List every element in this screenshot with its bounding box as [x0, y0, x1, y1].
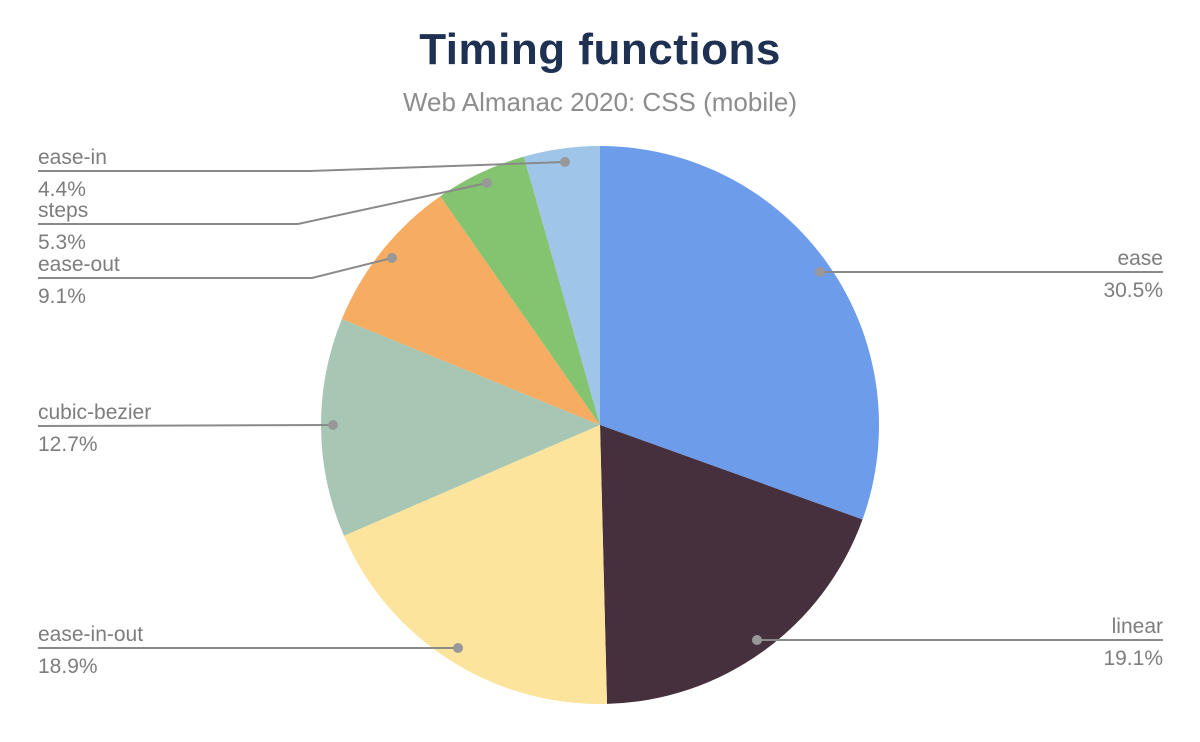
callout-dot-ease-out — [387, 253, 397, 263]
callout-line-steps — [38, 182, 488, 225]
callout-dot-linear — [752, 635, 762, 645]
pie-slice-cubic-bezier[interactable] — [321, 319, 600, 536]
slice-value-ease-in: 4.4% — [38, 178, 86, 201]
callout-cubic-bezier: cubic-bezier 12.7% — [38, 401, 151, 457]
callout-dot-steps — [482, 178, 492, 188]
callout-line-ease-out — [38, 257, 393, 279]
callout-dot-ease-in-out — [453, 643, 463, 653]
slice-value-ease: 30.5% — [1103, 279, 1163, 302]
callout-dot-cubic-bezier — [328, 420, 338, 430]
callout-ease: ease 30.5% — [1103, 247, 1163, 303]
pie-slice-ease[interactable] — [600, 146, 880, 520]
callout-ease-out: ease-out 9.1% — [38, 253, 120, 309]
slice-value-cubic-bezier: 12.7% — [38, 433, 98, 456]
pie-slice-linear[interactable] — [600, 425, 863, 704]
callout-dot-ease — [815, 267, 825, 277]
slice-label-ease: ease — [1117, 247, 1163, 270]
slice-value-steps: 5.3% — [38, 231, 86, 254]
callout-line-ease-in — [38, 161, 566, 172]
slice-value-ease-out: 9.1% — [38, 285, 86, 308]
slice-label-ease-out: ease-out — [38, 253, 120, 276]
chart-header: Timing functions Web Almanac 2020: CSS (… — [0, 0, 1200, 118]
slice-label-linear: linear — [1111, 615, 1163, 638]
callout-steps: steps 5.3% — [38, 199, 88, 255]
callout-line-cubic-bezier — [37, 424, 334, 427]
chart-subtitle: Web Almanac 2020: CSS (mobile) — [402, 87, 798, 117]
pie-slice-steps[interactable] — [440, 156, 600, 425]
slice-label-ease-in: ease-in — [38, 146, 107, 169]
slice-label-steps: steps — [38, 199, 89, 222]
slice-label-cubic-bezier: cubic-bezier — [38, 401, 152, 424]
callout-linear: linear 19.1% — [1103, 615, 1163, 671]
pie-slice-ease-out[interactable] — [341, 196, 600, 425]
slice-value-ease-in-out: 18.9% — [38, 655, 98, 678]
slice-label-ease-in-out: ease-in-out — [38, 623, 144, 646]
chart-title: Timing functions — [419, 25, 781, 74]
pie-slice-ease-in-out[interactable] — [343, 425, 608, 704]
callout-dot-ease-in — [560, 157, 570, 167]
callout-ease-in: ease-in 4.4% — [38, 146, 107, 202]
callout-ease-in-out: ease-in-out 18.9% — [38, 623, 143, 679]
slice-value-linear: 19.1% — [1103, 647, 1163, 670]
pie-slice-ease-in[interactable] — [523, 146, 600, 425]
